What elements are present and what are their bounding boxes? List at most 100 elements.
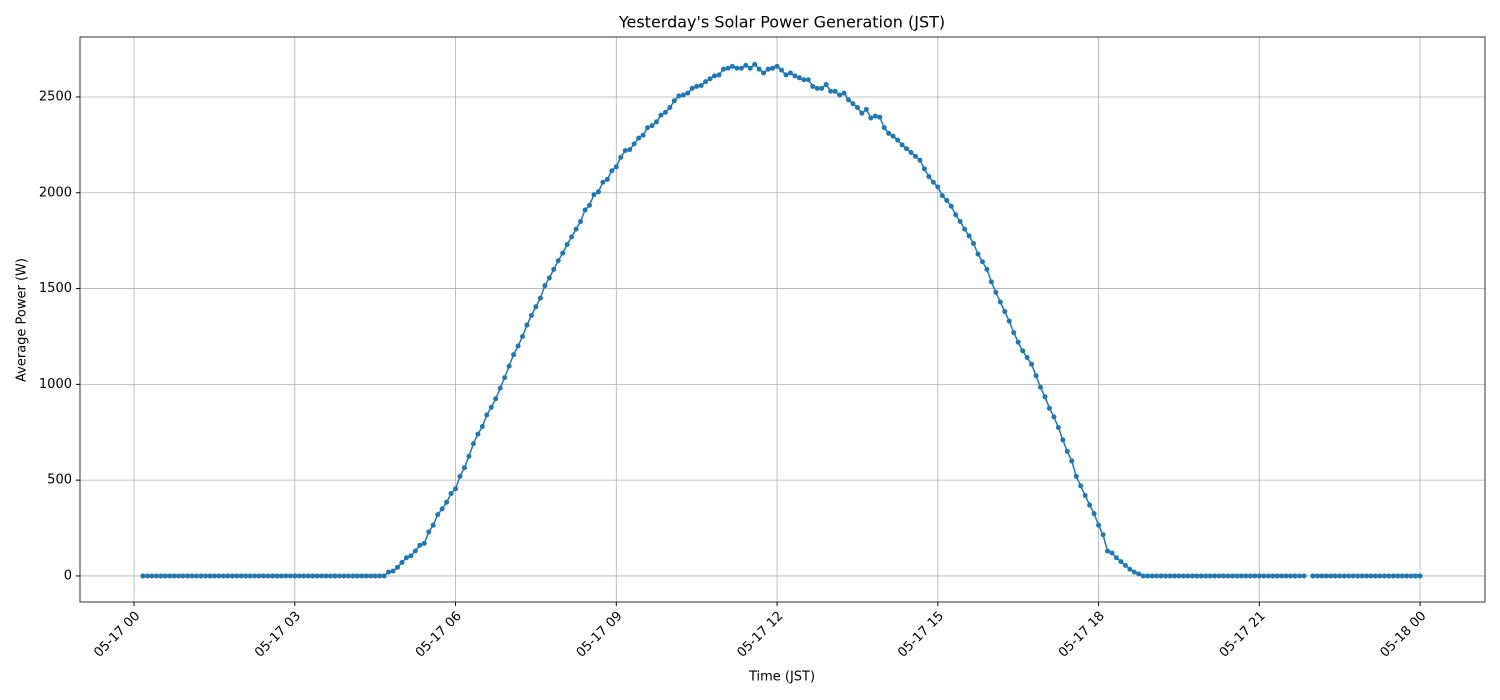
data-point: [1203, 573, 1209, 579]
data-point: [332, 573, 338, 579]
data-point: [810, 83, 816, 89]
data-point: [185, 573, 191, 579]
data-point: [761, 70, 767, 76]
data-point: [144, 573, 150, 579]
data-point: [716, 72, 722, 78]
data-point: [1346, 573, 1352, 579]
data-point: [1301, 573, 1307, 579]
data-point: [863, 106, 869, 112]
data-point: [658, 112, 664, 118]
data-point: [1319, 573, 1325, 579]
data-point: [149, 573, 155, 579]
data-point: [859, 110, 865, 116]
data-point: [345, 573, 351, 579]
data-point: [1171, 573, 1177, 579]
data-point: [930, 179, 936, 185]
data-point: [1163, 573, 1169, 579]
data-point: [457, 473, 463, 479]
data-point: [1064, 448, 1070, 454]
data-point: [939, 193, 945, 199]
data-point: [1180, 573, 1186, 579]
data-point: [618, 154, 624, 160]
data-point: [984, 266, 990, 272]
data-point: [1122, 562, 1128, 568]
data-point: [653, 119, 659, 125]
data-point: [229, 573, 235, 579]
data-point: [461, 465, 467, 471]
data-point: [1247, 573, 1253, 579]
data-point: [1243, 573, 1249, 579]
y-axis-label: Average Power (W): [15, 258, 30, 382]
x-axis-label: Time (JST): [748, 670, 815, 685]
y-tick-label: 2500: [39, 89, 72, 104]
data-point: [904, 146, 910, 152]
data-point: [814, 85, 820, 91]
data-point: [252, 573, 258, 579]
data-point: [1390, 573, 1396, 579]
data-point: [912, 153, 918, 159]
data-point: [211, 573, 217, 579]
data-point: [1283, 573, 1289, 579]
data-point: [944, 197, 950, 203]
data-point: [1078, 483, 1084, 489]
data-point: [774, 63, 780, 69]
data-point: [1176, 573, 1182, 579]
data-point: [399, 560, 405, 566]
data-point: [743, 62, 749, 68]
data-point: [1292, 573, 1298, 579]
data-point: [752, 61, 758, 67]
data-point: [488, 404, 494, 410]
data-point: [1149, 573, 1155, 579]
data-point: [274, 573, 280, 579]
data-point: [899, 142, 905, 148]
data-point: [278, 573, 284, 579]
data-point: [1413, 573, 1419, 579]
data-point: [604, 176, 610, 182]
data-point: [962, 226, 968, 232]
data-point: [895, 137, 901, 143]
data-point: [770, 65, 776, 71]
data-point: [484, 412, 490, 418]
data-point: [1011, 330, 1017, 336]
data-point: [180, 573, 186, 579]
data-point: [707, 76, 713, 82]
data-point: [587, 202, 593, 208]
data-point: [1381, 573, 1387, 579]
data-point: [573, 226, 579, 232]
data-point: [1087, 502, 1093, 508]
data-point: [1270, 573, 1276, 579]
data-point: [372, 573, 378, 579]
y-tick-label: 0: [64, 568, 72, 583]
data-point: [979, 259, 985, 265]
data-point: [975, 251, 981, 257]
data-point: [1113, 555, 1119, 561]
data-point: [636, 135, 642, 141]
data-point: [1194, 573, 1200, 579]
data-point: [1377, 573, 1383, 579]
data-point: [408, 553, 414, 559]
data-point: [430, 522, 436, 528]
data-point: [854, 105, 860, 111]
data-point: [1341, 573, 1347, 579]
data-point: [1323, 573, 1329, 579]
data-point: [1221, 573, 1227, 579]
data-point: [265, 573, 271, 579]
data-point: [176, 573, 182, 579]
data-point: [390, 568, 396, 574]
data-point: [1029, 361, 1035, 367]
data-point: [823, 82, 829, 88]
data-point: [363, 573, 369, 579]
data-point: [1399, 573, 1405, 579]
data-point: [671, 98, 677, 104]
data-point: [935, 184, 941, 190]
data-point: [997, 299, 1003, 305]
data-point: [1417, 573, 1423, 579]
data-point: [1127, 566, 1133, 572]
data-point: [627, 147, 633, 153]
data-point: [1238, 573, 1244, 579]
data-point: [493, 396, 499, 402]
data-point: [1020, 348, 1026, 354]
data-point: [622, 148, 628, 154]
data-point: [841, 90, 847, 96]
